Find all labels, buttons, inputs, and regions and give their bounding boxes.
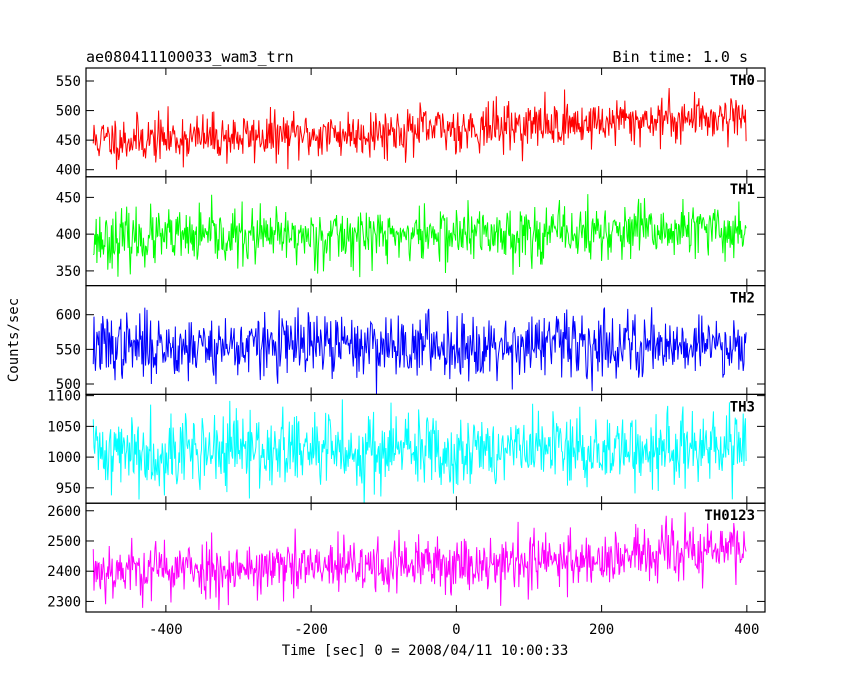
- panel-th3: 950 1000 1050 1100 TH3: [47, 389, 766, 504]
- x-tick-label: -400: [149, 622, 183, 638]
- panel-th2: 500 550 600 TH2: [56, 285, 766, 396]
- bin-time-label: Bin time: 1.0 s: [613, 48, 748, 66]
- series-line-th2: [92, 307, 747, 395]
- y-tick-label: 1100: [47, 389, 81, 405]
- x-axis: -400 -200 0 200 400: [149, 622, 759, 638]
- series-line-th0: [92, 87, 747, 170]
- y-axis-label: Counts/sec: [6, 298, 22, 382]
- panel-th1: 350 400 450 TH1: [56, 176, 766, 287]
- y-tick-label: 2300: [47, 594, 81, 610]
- y-tick-label: 500: [56, 104, 81, 120]
- y-tick-label: 400: [56, 227, 81, 243]
- panel-frame: [85, 502, 766, 613]
- panel-th0: 400 450 500 550 TH0: [56, 67, 766, 179]
- y-tick-label: 1000: [47, 450, 81, 466]
- y-tick-label: 2400: [47, 564, 81, 580]
- panel-label-th2: TH2: [730, 291, 755, 307]
- y-tick-label: 500: [56, 377, 81, 393]
- chart-title: ae080411100033_wam3_trn: [86, 48, 294, 66]
- panel-label-th3: TH3: [730, 399, 755, 415]
- series-line-th0123: [92, 512, 747, 611]
- y-tick-label: 600: [56, 308, 81, 324]
- series-line-th3: [92, 399, 747, 504]
- x-tick-label: 0: [452, 622, 460, 638]
- panel-label-th1: TH1: [730, 182, 755, 198]
- y-tick-label: 450: [56, 190, 81, 206]
- panel-label-th0123: TH0123: [704, 508, 755, 524]
- y-tick-label: 550: [56, 342, 81, 358]
- y-tick-label: 350: [56, 264, 81, 280]
- y-tick-label: 1050: [47, 419, 81, 435]
- panels-group: 400 450 500 550 TH0 350 400 450 TH1 500 550 600 TH2 9…: [47, 67, 766, 613]
- y-tick-label: 550: [56, 74, 81, 90]
- x-tick-label: -200: [294, 622, 328, 638]
- panel-label-th0: TH0: [730, 73, 755, 89]
- y-tick-label: 400: [56, 163, 81, 179]
- x-tick-label: 400: [734, 622, 759, 638]
- panel-th0123: 2300 2400 2500 2600 TH0123: [47, 502, 766, 613]
- series-line-th1: [92, 194, 747, 278]
- y-tick-label: 450: [56, 133, 81, 149]
- y-tick-label: 2500: [47, 534, 81, 550]
- y-tick-label: 2600: [47, 504, 81, 520]
- x-axis-label: Time [sec] 0 = 2008/04/11 10:00:33: [282, 643, 569, 659]
- x-tick-label: 200: [589, 622, 614, 638]
- y-tick-label: 950: [56, 481, 81, 497]
